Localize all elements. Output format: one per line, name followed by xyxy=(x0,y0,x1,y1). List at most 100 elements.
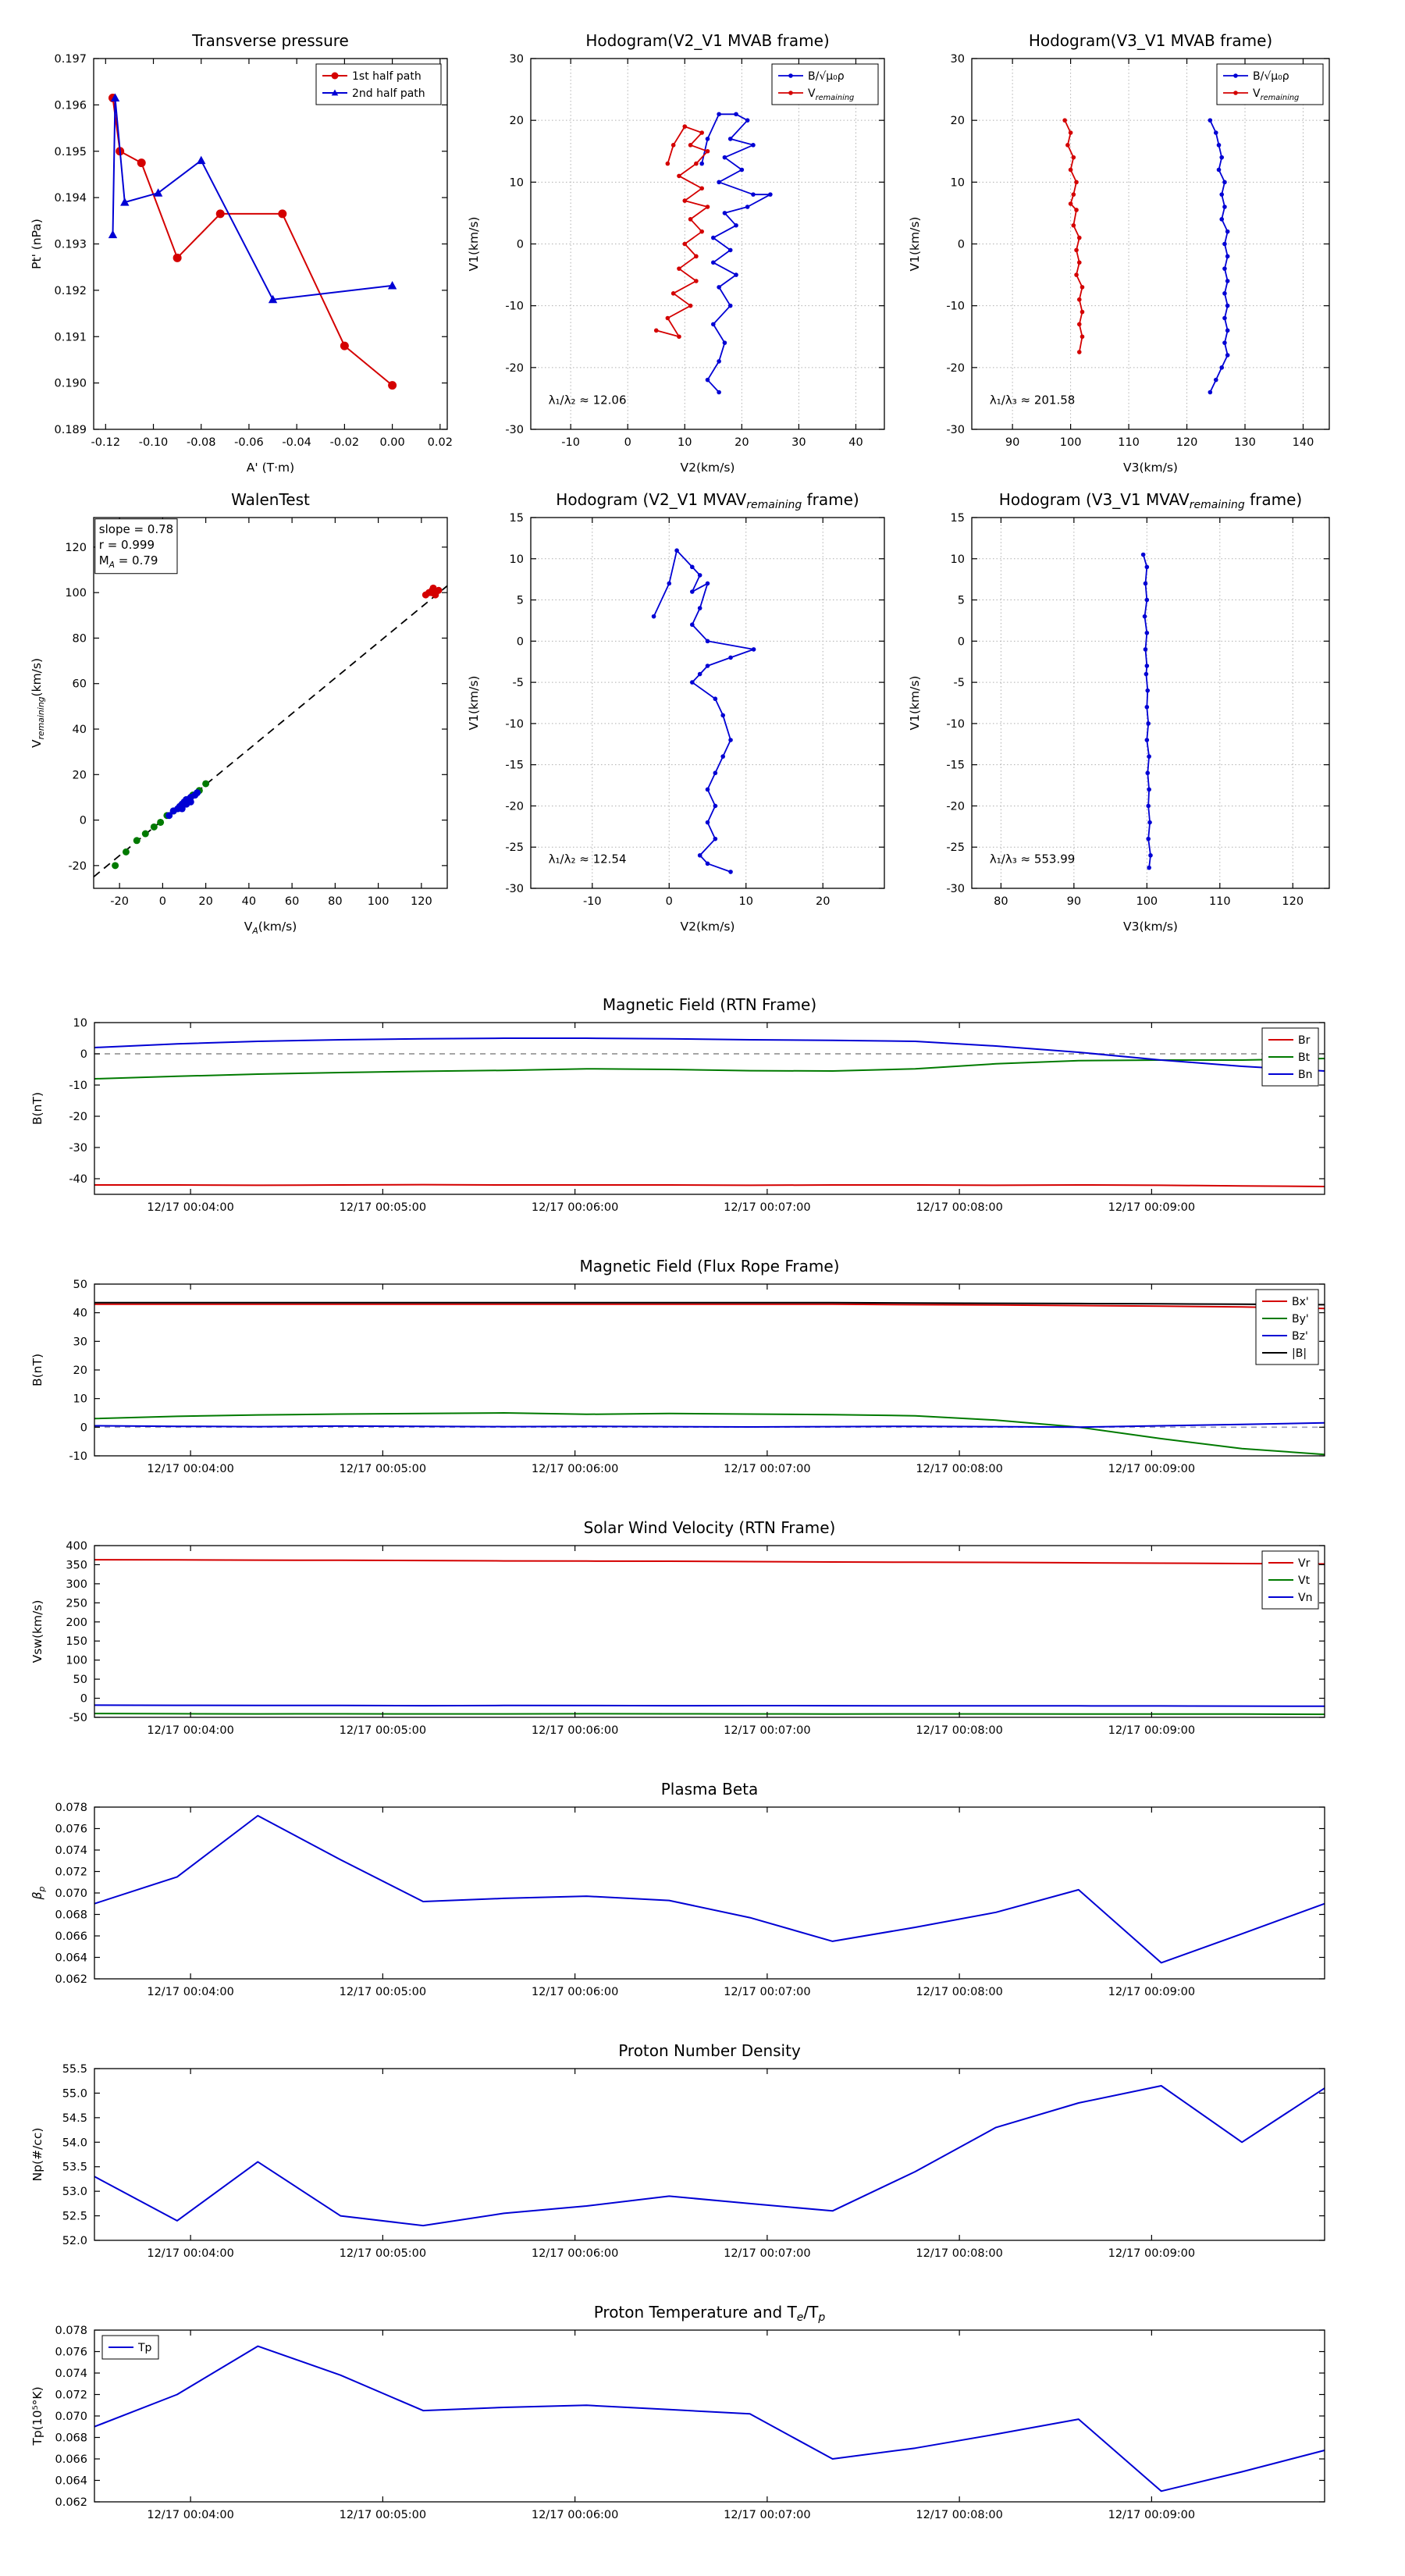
x-axis-label: V3(km/s) xyxy=(1123,461,1178,475)
series-Vremaining xyxy=(653,124,710,340)
y-tick-label: 10 xyxy=(951,553,965,566)
x-axis-label: VA(km/s) xyxy=(244,920,297,936)
y-tick-label: 53.0 xyxy=(62,2186,87,2198)
y-tick-label: 0.068 xyxy=(55,1909,87,1922)
x-tick-label: 110 xyxy=(1209,895,1231,908)
y-tick-label: 20 xyxy=(951,115,965,127)
y-tick-label: -20 xyxy=(68,860,87,873)
series-Bx' xyxy=(94,1303,1325,1310)
series-Vremaining xyxy=(1062,118,1085,354)
chart-canvas: -10 0 10 20 -30 -25 -20 -15 -10 -5 0 5 10 15 Hodogram … xyxy=(467,490,885,934)
x-tick-label: 12/17 00:08:00 xyxy=(916,1986,1003,1998)
x-tick-label: 40 xyxy=(848,436,863,449)
y-tick-label: 0.066 xyxy=(55,1930,87,1943)
x-tick-label: 12/17 00:06:00 xyxy=(532,1986,619,1998)
series-aux xyxy=(422,584,443,599)
chart-hodogram-v2v1-mvab: -10 0 10 20 30 40 -30 -20 -10 0 10 20 30 Hodogram(V2_… xyxy=(449,9,894,492)
x-tick-label: 12/17 00:06:00 xyxy=(532,1724,619,1737)
y-tick-label: 100 xyxy=(65,587,87,600)
x-tick-label: 12/17 00:05:00 xyxy=(340,2509,427,2521)
x-tick-label: 120 xyxy=(1176,436,1198,449)
grid xyxy=(972,58,1329,430)
ticks: -10 0 10 20 30 40 -30 -20 -10 0 10 20 30 xyxy=(505,53,884,449)
chart-canvas: 12/17 00:04:00 12/17 00:05:00 12/17 00:06:… xyxy=(30,1518,1325,1737)
x-tick-label: -20 xyxy=(110,895,129,908)
y-tick-label: -30 xyxy=(505,883,524,895)
x-tick-label: -0.12 xyxy=(91,436,121,449)
y-tick-label: -40 xyxy=(69,1173,87,1186)
legend-label: Tp xyxy=(137,2342,152,2354)
x-tick-label: 12/17 00:09:00 xyxy=(1108,1986,1196,1998)
y-tick-label: -10 xyxy=(946,718,965,731)
chart-canvas: 12/17 00:04:00 12/17 00:05:00 12/17 00:06:… xyxy=(30,995,1325,1214)
ticks: 12/17 00:04:00 12/17 00:05:00 12/17 00:06:… xyxy=(55,2325,1325,2521)
y-tick-label: -25 xyxy=(505,841,524,854)
legend-label: B/√μ₀ρ xyxy=(808,70,845,83)
series-layer xyxy=(94,1815,1325,1964)
y-tick-label: 0 xyxy=(517,635,524,648)
x-tick-label: -0.10 xyxy=(139,436,169,449)
x-tick-label: 40 xyxy=(242,895,256,908)
y-tick-label: 0.072 xyxy=(55,1866,87,1879)
x-tick-label: -10 xyxy=(583,895,602,908)
legend-label: Vremaining xyxy=(1253,87,1299,102)
y-tick-label: 0.196 xyxy=(54,99,87,112)
legend-label: Vr xyxy=(1298,1557,1311,1570)
x-tick-label: 12/17 00:06:00 xyxy=(532,2247,619,2260)
ticks: 12/17 00:04:00 12/17 00:05:00 12/17 00:06:… xyxy=(62,2063,1325,2260)
y-axis-label: Pt' (nPa) xyxy=(30,219,44,269)
y-tick-label: 0.076 xyxy=(55,1823,87,1836)
x-tick-label: 20 xyxy=(816,895,830,908)
x-tick-label: -10 xyxy=(561,436,580,449)
series-layer xyxy=(94,2345,1325,2492)
series-layer xyxy=(651,548,756,874)
chart-solar-wind-velocity: 12/17 00:04:00 12/17 00:05:00 12/17 00:06:… xyxy=(12,1505,1332,1763)
chart-canvas: -20 0 20 40 60 80 100 120 -20 0 20 40 60 80 100 120 Wale… xyxy=(30,490,448,936)
legend-label: Vn xyxy=(1298,1592,1312,1604)
chart-magnetic-field-rtn: 12/17 00:04:00 12/17 00:05:00 12/17 00:06:… xyxy=(12,982,1332,1240)
series-1sthalfpath xyxy=(108,93,397,390)
annotation-box xyxy=(94,518,178,575)
y-tick-label: 0 xyxy=(80,815,87,827)
chart-title: Hodogram(V3_V1 MVAB frame) xyxy=(1029,31,1272,50)
x-tick-label: 0 xyxy=(624,436,631,449)
chart-canvas: 12/17 00:04:00 12/17 00:05:00 12/17 00:06:… xyxy=(30,2303,1325,2521)
y-tick-label: 40 xyxy=(73,724,87,736)
axes-frame xyxy=(94,1545,1325,1718)
y-tick-label: 10 xyxy=(73,1017,87,1030)
y-tick-label: 0 xyxy=(80,1048,87,1061)
y-tick-label: 0 xyxy=(958,635,965,648)
legend-label: B/√μ₀ρ xyxy=(1253,70,1289,83)
chart-hodogram-v2v1-mvav: -10 0 10 20 -30 -25 -20 -15 -10 -5 0 5 10 15 Hodogram … xyxy=(449,468,894,951)
x-tick-label: -0.08 xyxy=(187,436,216,449)
y-tick-label: 50 xyxy=(73,1279,87,1291)
y-tick-label: 0.078 xyxy=(55,2325,87,2337)
x-tick-label: 90 xyxy=(1005,436,1019,449)
series-Vn xyxy=(94,1704,1325,1707)
x-tick-label: 20 xyxy=(735,436,749,449)
x-tick-label: 10 xyxy=(678,436,692,449)
chart-canvas: 12/17 00:04:00 12/17 00:05:00 12/17 00:06:… xyxy=(30,2041,1325,2260)
y-axis-label: V1(km/s) xyxy=(908,676,922,731)
axes-frame xyxy=(93,58,448,430)
legend: 1st half path 2nd half path xyxy=(315,63,442,105)
annotation: slope = 0.78 xyxy=(99,522,173,536)
ticks: -10 0 10 20 -30 -25 -20 -15 -10 -5 0 5 10 15 xyxy=(505,512,884,908)
y-axis-label: Tp(10⁵°K) xyxy=(30,2386,44,2446)
y-tick-label: -30 xyxy=(505,424,524,436)
x-tick-label: 12/17 00:07:00 xyxy=(724,2509,811,2521)
x-axis-label: A' (T·m) xyxy=(247,461,294,475)
x-tick-label: 10 xyxy=(739,895,753,908)
series-Bz' xyxy=(94,1421,1325,1429)
series-2ndhalfpath xyxy=(108,93,397,304)
y-tick-label: 30 xyxy=(510,53,524,66)
y-tick-label: 200 xyxy=(66,1617,87,1629)
y-tick-label: 0.194 xyxy=(54,192,87,205)
legend-label: 2nd half path xyxy=(352,87,425,100)
x-tick-label: 12/17 00:06:00 xyxy=(532,1463,619,1475)
ticks: -0.12 -0.10 -0.08 -0.06 -0.04 -0.02 0.00 0.02 0.… xyxy=(54,53,452,449)
x-tick-label: 12/17 00:08:00 xyxy=(916,1201,1003,1214)
legend: Tp xyxy=(101,2335,159,2360)
grid xyxy=(531,58,884,430)
x-tick-label: -0.06 xyxy=(234,436,264,449)
